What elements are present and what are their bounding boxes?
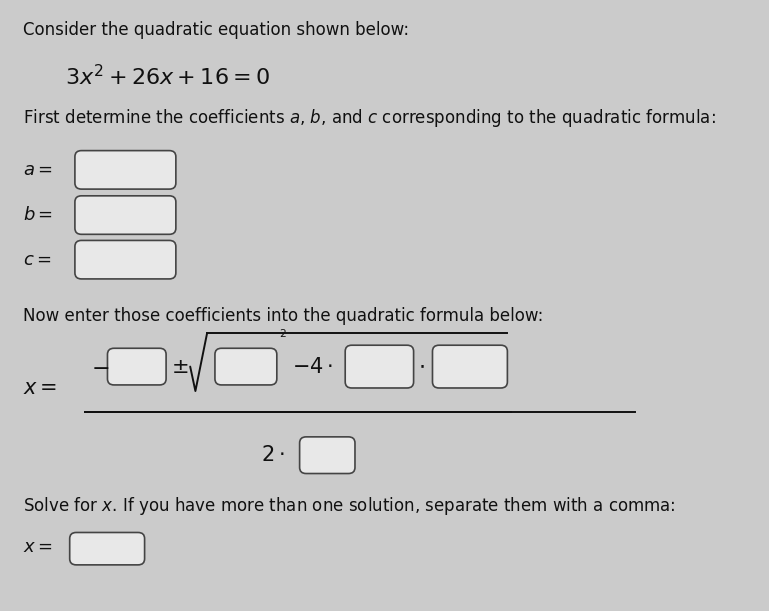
FancyBboxPatch shape	[215, 348, 277, 385]
Text: $x =$: $x =$	[23, 538, 52, 556]
Text: $^2$: $^2$	[279, 330, 287, 345]
Text: First determine the coefficients $a$, $b$, and $c$ corresponding to the quadrati: First determine the coefficients $a$, $b…	[23, 107, 716, 129]
Text: Solve for $x$. If you have more than one solution, separate them with a comma:: Solve for $x$. If you have more than one…	[23, 495, 675, 517]
FancyBboxPatch shape	[75, 150, 176, 189]
Text: $\cdot$: $\cdot$	[418, 357, 424, 376]
Text: $b =$: $b =$	[23, 206, 53, 224]
FancyBboxPatch shape	[432, 345, 508, 388]
Text: $2 \cdot$: $2 \cdot$	[261, 445, 285, 465]
FancyBboxPatch shape	[345, 345, 414, 388]
FancyBboxPatch shape	[70, 532, 145, 565]
FancyBboxPatch shape	[75, 240, 176, 279]
FancyBboxPatch shape	[75, 196, 176, 234]
Text: $x =$: $x =$	[23, 378, 57, 398]
Text: $-$: $-$	[92, 357, 109, 376]
Text: $3x^2 + 26x + 16 = 0$: $3x^2 + 26x + 16 = 0$	[65, 64, 271, 89]
Text: $a =$: $a =$	[23, 161, 52, 179]
FancyBboxPatch shape	[108, 348, 166, 385]
Text: $\pm$: $\pm$	[171, 357, 188, 376]
Text: Consider the quadratic equation shown below:: Consider the quadratic equation shown be…	[23, 21, 409, 39]
FancyBboxPatch shape	[300, 437, 355, 474]
Text: Now enter those coefficients into the quadratic formula below:: Now enter those coefficients into the qu…	[23, 307, 543, 324]
Text: $- 4 \cdot$: $- 4 \cdot$	[291, 357, 333, 376]
Text: $c =$: $c =$	[23, 251, 52, 269]
